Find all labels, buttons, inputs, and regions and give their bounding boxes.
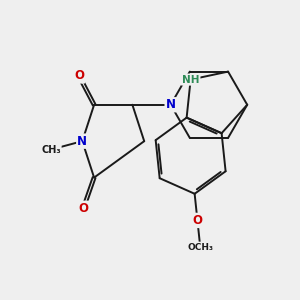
Text: OCH₃: OCH₃ — [187, 243, 213, 252]
Text: N: N — [166, 98, 176, 111]
Text: O: O — [78, 202, 88, 215]
Text: CH₃: CH₃ — [41, 145, 61, 154]
Text: N: N — [77, 135, 87, 148]
Text: O: O — [192, 214, 203, 227]
Text: NH: NH — [182, 75, 200, 85]
Text: O: O — [74, 70, 84, 83]
